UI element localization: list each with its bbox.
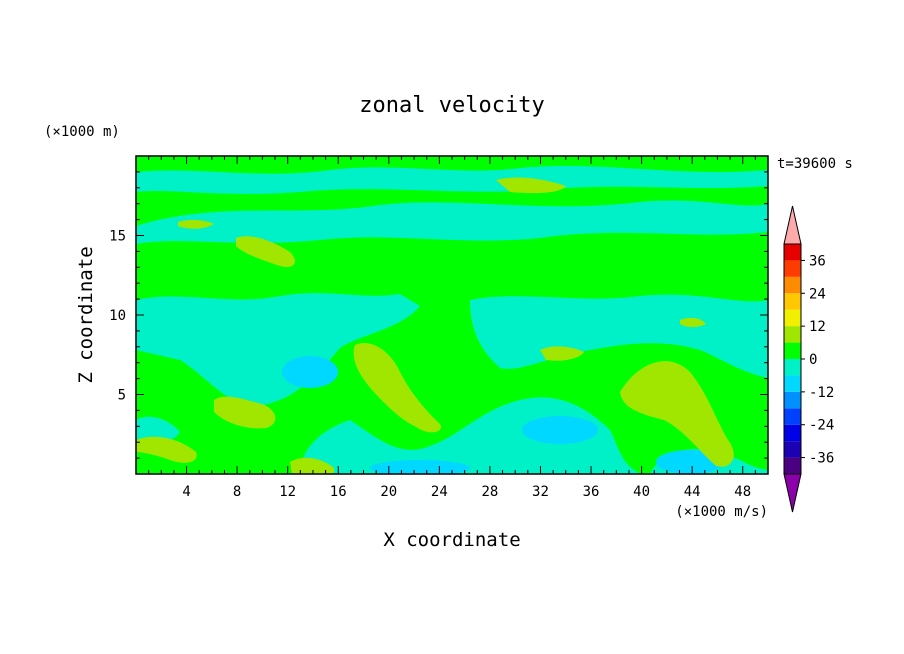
colorbar-min-arrow bbox=[783, 473, 802, 513]
y-tick-label: 10 bbox=[109, 308, 126, 324]
x-tick-label: 8 bbox=[233, 484, 241, 500]
y-unit-label: (×1000 m) bbox=[44, 124, 120, 140]
colorbar-swatch bbox=[784, 441, 801, 458]
colorbar-swatch bbox=[784, 391, 801, 409]
positive-regions bbox=[136, 177, 734, 474]
colorbar-swatch bbox=[784, 408, 801, 425]
colorbar-swatch bbox=[784, 457, 801, 474]
velocity-field bbox=[136, 156, 768, 474]
colorbar-tick-label: 24 bbox=[809, 286, 826, 302]
x-tick-label: 40 bbox=[633, 484, 650, 500]
colorbar-tick-label: -12 bbox=[809, 385, 834, 401]
x-tick-label: 28 bbox=[481, 484, 498, 500]
colorbar-swatch bbox=[784, 260, 801, 277]
region-mid-band bbox=[136, 293, 420, 410]
x-tick-label: 4 bbox=[182, 484, 190, 500]
colorbar-tick-label: -24 bbox=[809, 418, 834, 434]
colorbar-tick-label: 0 bbox=[809, 352, 817, 368]
x-tick-label: 44 bbox=[684, 484, 701, 500]
deeper-negative-regions bbox=[282, 356, 724, 474]
colorbar-swatch bbox=[784, 375, 801, 392]
colorbar-tick-label: -36 bbox=[809, 451, 834, 467]
region-pos-5 bbox=[496, 177, 566, 194]
region-deep-2 bbox=[522, 416, 598, 444]
region-pos-6 bbox=[136, 436, 197, 463]
colorbar-swatch bbox=[784, 326, 801, 343]
region-pos-3 bbox=[214, 396, 276, 429]
colorbar-swatch bbox=[784, 359, 801, 376]
colorbar-tick-label: 36 bbox=[809, 253, 826, 269]
y-axis-ticks: 5 10 15 bbox=[109, 171, 768, 459]
x-axis-label: X coordinate bbox=[383, 529, 520, 551]
region-pos-8 bbox=[540, 346, 584, 361]
region-deep-1 bbox=[282, 356, 338, 388]
region-top-strip bbox=[136, 165, 768, 194]
region-upper-band bbox=[136, 200, 768, 244]
region-pos-2 bbox=[620, 361, 734, 467]
colorbar-tick-label: 12 bbox=[809, 319, 826, 335]
colorbar: 36 24 12 0 -12 -24 -36 bbox=[783, 205, 834, 513]
x-tick-label: 24 bbox=[431, 484, 448, 500]
y-tick-label: 15 bbox=[109, 229, 126, 245]
x-tick-label: 16 bbox=[330, 484, 347, 500]
region-pos-4 bbox=[236, 236, 295, 268]
x-unit-label: (×1000 m/s) bbox=[675, 504, 768, 520]
colorbar-max-arrow bbox=[783, 205, 802, 245]
y-tick-label: 5 bbox=[118, 388, 126, 404]
colorbar-swatch bbox=[784, 342, 801, 359]
x-tick-label: 36 bbox=[583, 484, 600, 500]
x-tick-label: 32 bbox=[532, 484, 549, 500]
chart-title: zonal velocity bbox=[359, 93, 544, 118]
colorbar-swatch bbox=[784, 276, 801, 294]
x-tick-label: 20 bbox=[380, 484, 397, 500]
region-deep-4 bbox=[370, 460, 470, 474]
colorbar-swatch bbox=[784, 244, 801, 261]
region-pos-10 bbox=[680, 317, 706, 327]
colorbar-swatch bbox=[784, 309, 801, 327]
region-pos-7 bbox=[290, 457, 334, 474]
x-tick-label: 12 bbox=[279, 484, 296, 500]
time-label: t=39600 s bbox=[777, 156, 853, 172]
y-axis-label: Z coordinate bbox=[75, 246, 97, 383]
x-axis-ticks: 4 8 12 16 20 24 28 32 36 40 44 48 bbox=[148, 156, 756, 500]
region-pos-9 bbox=[178, 219, 214, 229]
region-pos-1 bbox=[353, 343, 441, 433]
colorbar-swatch bbox=[784, 424, 801, 442]
colorbar-swatch bbox=[784, 293, 801, 310]
x-tick-label: 48 bbox=[734, 484, 751, 500]
